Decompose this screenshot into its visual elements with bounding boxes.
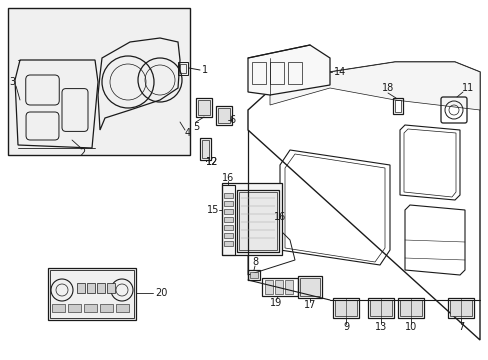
Bar	[394, 100, 400, 112]
Bar	[50, 270, 134, 318]
Bar	[249, 272, 258, 278]
Bar	[196, 98, 212, 117]
Bar	[116, 304, 129, 312]
Text: 17: 17	[303, 300, 316, 310]
Bar	[224, 241, 232, 246]
Bar	[274, 280, 283, 294]
Text: 5: 5	[192, 122, 199, 132]
Bar	[392, 98, 402, 114]
Text: 13: 13	[374, 322, 386, 332]
Bar	[87, 283, 95, 293]
Bar	[218, 108, 229, 123]
Bar	[68, 304, 81, 312]
Text: 11: 11	[461, 83, 473, 93]
Text: 7: 7	[457, 322, 463, 332]
Bar	[97, 283, 105, 293]
Bar	[216, 106, 231, 125]
Bar	[239, 192, 276, 250]
Bar	[285, 280, 292, 294]
Bar	[449, 300, 471, 316]
Text: 3: 3	[9, 77, 15, 87]
Bar	[77, 283, 85, 293]
Text: 12: 12	[205, 157, 218, 167]
Text: 12: 12	[205, 157, 218, 167]
Bar	[222, 183, 282, 255]
Text: 16: 16	[273, 212, 285, 222]
Text: 15: 15	[206, 205, 219, 215]
Bar	[198, 100, 209, 115]
Bar	[447, 298, 473, 318]
Bar	[200, 138, 210, 160]
Bar	[332, 298, 358, 318]
Bar	[224, 217, 232, 222]
Polygon shape	[269, 62, 479, 110]
Bar	[224, 233, 232, 238]
Bar	[334, 300, 356, 316]
Bar	[269, 62, 284, 84]
Text: 20: 20	[155, 288, 167, 298]
Bar	[202, 140, 208, 158]
Bar	[180, 64, 185, 73]
Text: 14: 14	[333, 67, 346, 77]
Bar	[224, 193, 232, 198]
Bar	[52, 304, 65, 312]
Bar	[84, 304, 97, 312]
Bar	[399, 300, 421, 316]
Bar	[8, 8, 190, 155]
Bar	[247, 270, 260, 280]
Bar	[264, 280, 272, 294]
Bar	[222, 185, 235, 255]
Bar	[367, 298, 393, 318]
Text: 1: 1	[202, 65, 207, 75]
Bar	[287, 62, 302, 84]
Text: 2: 2	[79, 148, 85, 158]
Text: 6: 6	[228, 115, 235, 125]
Bar	[224, 225, 232, 230]
Bar	[107, 283, 115, 293]
Text: 18: 18	[381, 83, 393, 93]
Bar	[178, 62, 187, 75]
Text: 16: 16	[222, 173, 234, 183]
Bar	[48, 268, 136, 320]
Text: 19: 19	[269, 298, 282, 308]
Bar	[224, 209, 232, 214]
Polygon shape	[247, 45, 329, 95]
Bar	[299, 278, 319, 296]
Bar	[100, 304, 113, 312]
Bar	[369, 300, 391, 316]
Text: 4: 4	[184, 128, 191, 138]
Bar	[251, 62, 265, 84]
Bar	[297, 276, 321, 298]
Bar	[262, 278, 297, 296]
Text: 8: 8	[251, 257, 258, 267]
Bar	[224, 201, 232, 206]
Bar	[237, 190, 279, 252]
Text: 9: 9	[342, 322, 348, 332]
Bar	[397, 298, 423, 318]
Text: 10: 10	[404, 322, 416, 332]
